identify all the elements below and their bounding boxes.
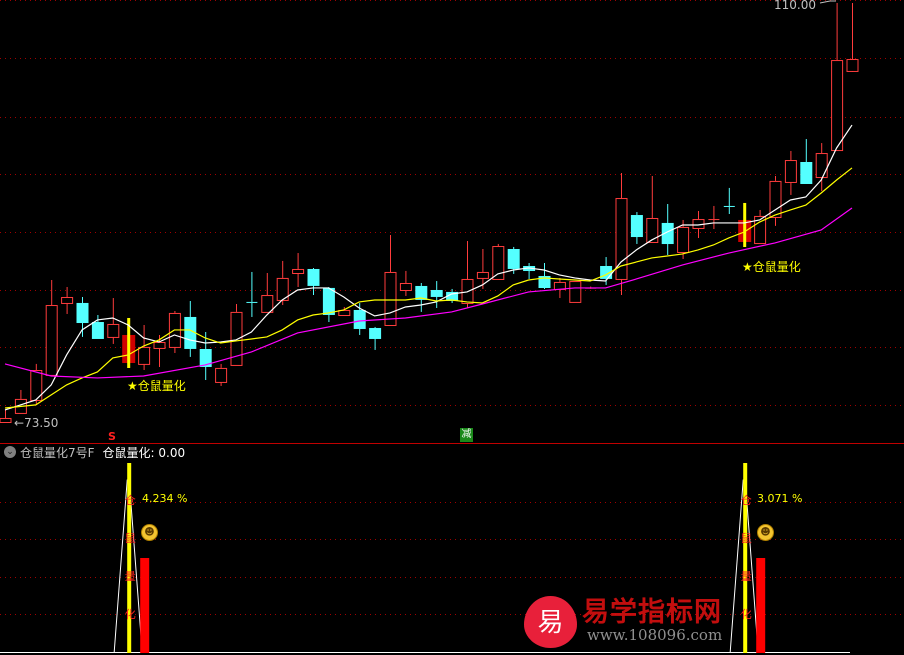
candle-body xyxy=(815,153,828,179)
candle-body xyxy=(600,265,613,279)
candle-body xyxy=(831,60,844,152)
smiley-icon: ☻ xyxy=(757,524,774,541)
candle-body xyxy=(677,226,690,253)
candle-body xyxy=(292,268,305,274)
candle-body xyxy=(492,246,505,280)
candle-body xyxy=(615,198,628,280)
ma-line-ma5 xyxy=(4,124,853,411)
indicator-vertical-char: 量 xyxy=(740,570,752,583)
reduce-marker: 减 xyxy=(460,428,473,442)
candle-body xyxy=(399,282,412,291)
indicator-red-bar xyxy=(756,558,766,653)
indicator-vertical-char: 鼠 xyxy=(740,532,752,545)
candle-body xyxy=(754,215,767,245)
candle-body xyxy=(538,275,551,289)
min-price-value: 73.50 xyxy=(24,416,59,430)
signal-label-2: ★仓鼠量化 xyxy=(742,260,801,274)
candle-body xyxy=(138,346,151,365)
candle-body xyxy=(45,305,58,376)
candle-body xyxy=(661,222,674,245)
max-price-label: 110.00 xyxy=(774,0,816,12)
indicator-vertical-char: 鼠 xyxy=(124,532,136,545)
indicator-vertical-char: 量 xyxy=(124,570,136,583)
candle-body xyxy=(784,160,797,183)
candle-body xyxy=(184,316,197,349)
candle-body xyxy=(61,296,74,304)
ma-line-ma_long xyxy=(4,207,853,379)
candle-body xyxy=(430,289,443,297)
candle-body xyxy=(476,271,489,279)
candle-body xyxy=(569,281,582,303)
candle-body xyxy=(507,249,520,269)
smiley-icon: ☻ xyxy=(141,524,158,541)
indicator-signal-line xyxy=(743,463,748,653)
chevron-down-icon[interactable]: ⌄ xyxy=(4,446,16,458)
signal-bar xyxy=(127,317,131,368)
watermark-logo: 易 xyxy=(524,596,577,648)
watermark-name: 易学指标网 xyxy=(582,597,722,628)
candle-body xyxy=(307,268,320,286)
candle-body xyxy=(276,277,289,301)
indicator-vertical-char: 仓 xyxy=(740,494,752,507)
indicator-name[interactable]: 仓鼠量化7号F xyxy=(20,445,95,460)
indicator-signal-line xyxy=(127,463,132,653)
candle-body xyxy=(199,348,212,367)
candle-body xyxy=(30,369,43,401)
candle-body xyxy=(107,323,120,338)
percent-label-1: 4.234 % xyxy=(142,492,188,505)
signal-bar xyxy=(743,202,747,248)
candle-body xyxy=(261,295,274,313)
candle-body xyxy=(215,367,228,383)
watermark-url: www.108096.com xyxy=(587,626,723,644)
candle-body xyxy=(153,341,166,349)
candle-body xyxy=(415,285,428,300)
candle-body xyxy=(630,215,643,238)
candle-body xyxy=(322,287,335,315)
candle-body xyxy=(646,218,659,244)
candle-body xyxy=(800,161,813,184)
candle-body xyxy=(91,322,104,339)
candle-body xyxy=(353,309,366,329)
candle-body xyxy=(230,311,243,366)
indicator-vertical-char: 化 xyxy=(124,608,136,621)
candle-body xyxy=(369,327,382,339)
indicator-vertical-char: 化 xyxy=(740,608,752,621)
indicator-red-bar xyxy=(140,558,150,653)
candle-body xyxy=(384,271,397,326)
indicator-vertical-char: 仓 xyxy=(124,494,136,507)
candle-body xyxy=(769,180,782,218)
candle-body xyxy=(0,417,12,423)
min-price-label: ←73.50 xyxy=(14,416,59,430)
candle-body xyxy=(76,302,89,324)
indicator-header: ⌄ 仓鼠量化7号F 仓鼠量化: 0.00 xyxy=(4,444,185,460)
s-marker: S xyxy=(108,430,116,443)
candle-body xyxy=(846,59,859,72)
max-price-pointer xyxy=(819,0,836,4)
percent-label-2: 3.071 % xyxy=(757,492,803,505)
ma-line-ma10 xyxy=(4,167,853,409)
candle-body xyxy=(338,309,351,317)
indicator-value: 仓鼠量化: 0.00 xyxy=(102,445,186,460)
signal-label-1: ★仓鼠量化 xyxy=(127,379,186,393)
